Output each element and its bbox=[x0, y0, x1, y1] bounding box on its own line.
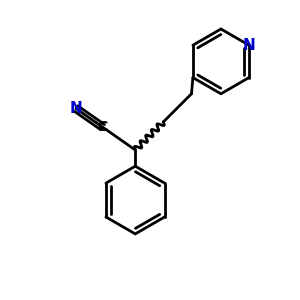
Text: C: C bbox=[98, 120, 108, 134]
Text: N: N bbox=[243, 38, 255, 53]
Text: N: N bbox=[70, 101, 83, 116]
